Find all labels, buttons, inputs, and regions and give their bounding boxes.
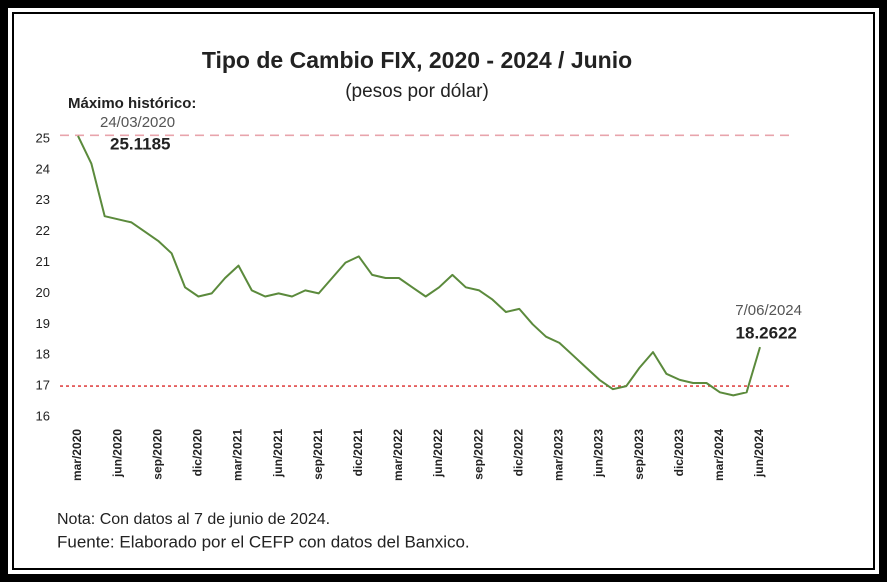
x-tick-label: dic/2022 <box>511 429 525 477</box>
note: Fuente: Elaborado por el CEFP con datos … <box>57 532 470 551</box>
y-tick-label: 20 <box>36 285 50 300</box>
y-tick-label: 21 <box>36 254 50 269</box>
y-tick-label: 17 <box>36 378 50 393</box>
x-tick-label: jun/2021 <box>271 429 285 478</box>
annotation: 18.2622 <box>736 323 797 342</box>
y-tick-label: 23 <box>36 192 50 207</box>
inner-frame <box>12 12 875 570</box>
x-tick-label: sep/2023 <box>632 429 646 480</box>
annotation: 25.1185 <box>110 134 171 153</box>
x-tick-label: mar/2020 <box>70 429 84 481</box>
x-tick-label: mar/2024 <box>712 429 726 481</box>
y-tick-label: 24 <box>36 161 50 176</box>
chart-subtitle: (pesos por dólar) <box>345 81 489 102</box>
annotation: Máximo histórico: <box>68 95 196 112</box>
y-tick-label: 25 <box>36 130 50 145</box>
x-tick-label: mar/2023 <box>552 429 566 481</box>
x-tick-label: sep/2021 <box>311 429 325 480</box>
x-tick-label: jun/2023 <box>592 429 606 478</box>
note: Nota: Con datos al 7 de junio de 2024. <box>57 511 330 528</box>
annotation: 7/06/2024 <box>735 302 802 319</box>
y-tick-label: 19 <box>36 316 50 331</box>
line <box>77 135 761 397</box>
y-tick-label: 16 <box>36 408 50 423</box>
x-tick-label: jun/2020 <box>110 429 124 478</box>
x-tick-label: sep/2020 <box>150 429 164 480</box>
y-tick-label: 22 <box>36 223 50 238</box>
x-tick-label: mar/2022 <box>391 429 405 481</box>
y-tick-label: 18 <box>36 347 50 362</box>
x-tick-label: sep/2022 <box>471 429 485 480</box>
x-tick-label: dic/2023 <box>672 429 686 477</box>
chart-title: Tipo de Cambio FIX, 2020 - 2024 / Junio <box>202 47 632 73</box>
x-tick-label: jun/2024 <box>752 429 766 478</box>
x-tick-label: dic/2021 <box>351 429 365 477</box>
x-tick-label: mar/2021 <box>231 429 245 481</box>
x-tick-label: dic/2020 <box>191 429 205 477</box>
annotation: 24/03/2020 <box>100 114 175 131</box>
x-tick-label: jun/2022 <box>431 429 445 478</box>
